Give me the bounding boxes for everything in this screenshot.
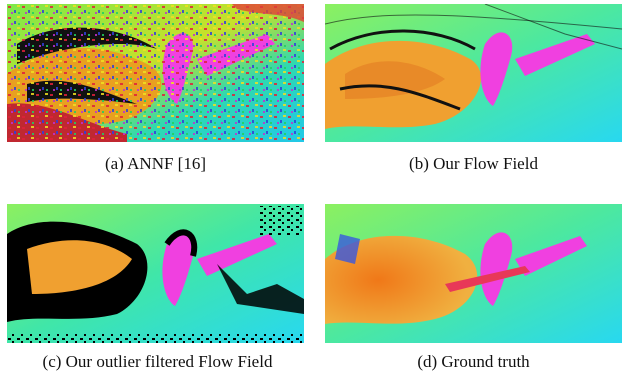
panel-our-flow-field-image: [325, 4, 622, 142]
caption-panel-c: (c) Our outlier filtered Flow Field: [42, 352, 273, 371]
caption-panel-b: (b) Our Flow Field: [409, 154, 538, 173]
panel-annf-image: [7, 4, 304, 142]
panel-outlier-filtered-flow-field-image: [7, 204, 304, 343]
panel-ground-truth-image: [325, 204, 622, 343]
caption-panel-a: (a) ANNF [16]: [104, 154, 207, 173]
caption-panel-d: (d) Ground truth: [417, 352, 530, 371]
